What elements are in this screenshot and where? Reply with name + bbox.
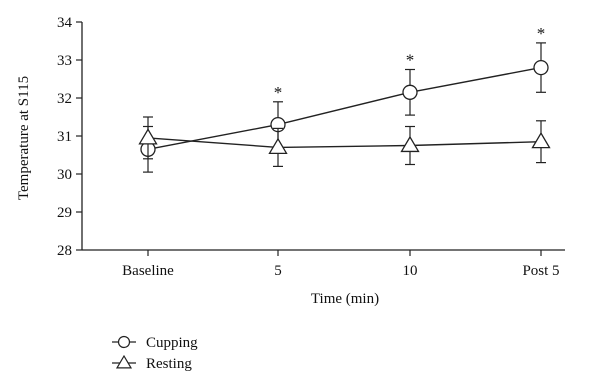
y-tick-label: 34: [57, 15, 73, 31]
y-axis-label: Temperature at S115: [16, 76, 32, 200]
legend-marker-triangle: [115, 354, 133, 369]
data-point-circle: [533, 59, 549, 76]
series-line: [147, 66, 542, 150]
data-point-triangle: [531, 131, 551, 149]
x-tick-label: Baseline: [122, 263, 174, 279]
significance-star: *: [406, 51, 415, 70]
x-tick-label: Post 5: [522, 263, 559, 279]
series-line: [147, 137, 542, 149]
legend: Cupping Resting: [112, 335, 198, 372]
data-point-triangle: [268, 137, 288, 155]
y-tick-label: 33: [57, 53, 72, 69]
series-resting: [138, 116, 551, 167]
x-tick-label: 5: [274, 263, 282, 279]
y-tick-label: 32: [57, 91, 72, 107]
y-tick-label: 28: [57, 243, 72, 259]
y-ticks: 28 29 30 31 32 33 34: [57, 15, 82, 259]
x-axis-label: Time (min): [311, 291, 379, 307]
legend-item-resting: Resting: [112, 354, 192, 372]
y-tick-label: 29: [57, 205, 72, 221]
legend-marker-circle: [117, 335, 131, 349]
y-tick-label: 30: [57, 167, 72, 183]
axes: [81, 22, 565, 251]
data-point-triangle: [138, 128, 158, 145]
series-layer: [138, 42, 551, 173]
legend-label: Resting: [146, 356, 192, 372]
legend-label: Cupping: [146, 335, 198, 351]
y-tick-label: 31: [57, 129, 72, 145]
significance-star: *: [537, 24, 546, 43]
x-ticks: Baseline 5 10 Post 5: [122, 250, 560, 279]
annotation-layer: * * *: [274, 24, 546, 102]
series-cupping: [140, 42, 549, 173]
data-point-circle: [402, 84, 418, 100]
data-point-triangle: [400, 135, 420, 153]
legend-item-cupping: Cupping: [112, 335, 198, 351]
x-tick-label: 10: [403, 263, 418, 279]
significance-star: *: [274, 83, 283, 102]
